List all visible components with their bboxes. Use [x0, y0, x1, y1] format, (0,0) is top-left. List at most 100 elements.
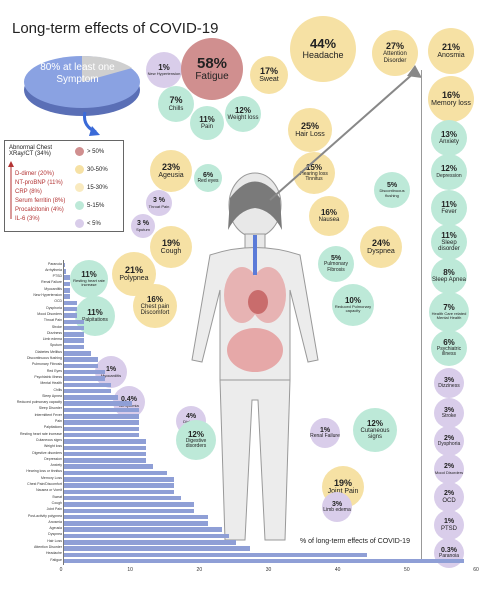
bubble-renal-failure: 1% Renal Failure — [310, 418, 340, 448]
page-title: Long-term effects of COVID-19 — [12, 20, 219, 37]
bubble-sweat: 17% Sweat — [250, 56, 288, 94]
bubble-red-eyes: 6% Red eyes — [194, 164, 222, 192]
bar-category-label: Hair Loss — [47, 538, 62, 543]
bar-category-label: Discontinuous flushing — [26, 356, 62, 360]
bar-category-label: Pain — [54, 419, 62, 423]
pie-chart — [24, 55, 140, 116]
bubble-new-hypertension: 1% New Hypertension — [146, 52, 182, 88]
x-tick-label: 20 — [196, 567, 203, 573]
bar-category-label: Intermittent Fever — [34, 412, 62, 417]
bar-category-label: Arrhythmia — [45, 267, 62, 272]
bubble-digestive-disorders: 12% Digestive disorders — [176, 420, 216, 460]
bubble-ptsd: 1% PTSD — [434, 510, 464, 540]
bubble-nausea: 16% Nausea — [309, 196, 349, 236]
bubble-sputum: 3 % Sputum — [131, 214, 155, 238]
legend-key: 15-30% — [75, 183, 108, 192]
bar-category-label: Dysphoria — [46, 305, 62, 310]
bar-category-label: Fatigue — [50, 557, 62, 562]
bar — [63, 552, 368, 558]
bar-category-label: Palpitations — [43, 425, 62, 430]
bubble-arrhythmia: 0.4% Arrhythmia — [113, 386, 145, 418]
legend-key: 5-15% — [75, 201, 104, 210]
bar-category-label: Chest Pain/Discomfort — [27, 482, 62, 486]
bar-category-label: Hearing loss or tinnitus — [26, 469, 62, 474]
bar — [63, 288, 70, 293]
x-tick-label: 40 — [334, 567, 341, 573]
legend-dot — [75, 165, 84, 174]
bubble-sleep-apnea: 8% Sleep Apnea — [431, 258, 467, 294]
arrow-down-icon — [83, 111, 100, 136]
bubble-psychiatric-illness: 6% Psychiatric illness — [431, 330, 467, 366]
bubble-paranoia: 0.3% Paranoia — [434, 538, 464, 568]
bubble-health-care-mental: 7% Health Care related Mental Health — [429, 292, 469, 332]
bubble-limb-edema: 3% Limb edema — [322, 492, 352, 522]
bubble-attention-disorder: 27% Attention Disorder — [372, 30, 418, 76]
bubble-pain: 11% Pain — [190, 106, 224, 140]
bar — [63, 464, 153, 469]
bar-category-label: Ageusia — [49, 526, 62, 531]
bar — [63, 344, 84, 350]
bubble-chest-pain: 16% Chest pain Discomfort — [133, 284, 177, 328]
pie-slice-none — [82, 55, 132, 82]
bar-category-label: Post-activity polypnea — [27, 513, 62, 518]
x-tick-label: 0 — [59, 567, 63, 573]
bar — [63, 332, 84, 337]
bubble-fever: 11% Fever — [431, 190, 467, 226]
bar-category-label: Nausea or Vomit — [36, 488, 62, 493]
bar-category-label: Digestive disorders — [32, 450, 62, 455]
bar-category-label: Stroke — [51, 324, 62, 329]
bar — [63, 281, 70, 287]
bar-category-label: Weight loss — [43, 444, 62, 449]
legend-lab: IL-6 (3%) — [15, 216, 40, 222]
bar-category-label: Cough — [51, 500, 62, 505]
legend-dot — [75, 219, 84, 228]
bubble-myocarditis: 1% Myocarditis — [95, 356, 127, 388]
bubble-pulmonary-fibrosis: 5% Pulmonary Fibrosis — [318, 246, 354, 282]
bubble-headache: 44% Headache — [290, 16, 356, 82]
legend-lab: Procalcitonin (4%) — [15, 207, 64, 213]
x-axis-label: % of long-term effects of COVID-19 — [300, 538, 410, 545]
legend-dot — [75, 183, 84, 192]
legend-dot — [75, 201, 84, 210]
bar-category-label: Mood Disorders — [37, 311, 62, 316]
connector-arrow — [269, 65, 422, 201]
bar-category-label: Throat Pain — [43, 318, 62, 323]
bar — [63, 558, 465, 564]
x-tick-label: 10 — [127, 567, 133, 573]
bar-category-label: Sleep Disorder — [38, 406, 62, 411]
bar-category-label: Sputum — [49, 343, 62, 348]
bubble-chills: 7% Chills — [158, 86, 194, 122]
bar — [63, 426, 140, 432]
bar — [63, 451, 146, 457]
bubble-dysphoria: 2% Dysphoria — [434, 426, 464, 456]
bar-category-label: Dizziness — [47, 330, 62, 335]
bubble-throat-pain: 3 % Throat Pain — [146, 190, 172, 216]
bubble-depression: 12% Depression — [431, 154, 467, 190]
x-tick-label: 60 — [473, 567, 479, 573]
bubble-anxiety: 13% Anxiety — [431, 120, 467, 156]
bubble-anosmia: 21% Anosmia — [428, 28, 474, 74]
legend-header: Abnormal Chest XRay/CT (34%) — [9, 145, 53, 157]
bar-category-label: Reduced pulmonary capacity — [16, 400, 62, 405]
bar — [63, 357, 98, 362]
legend-key: > 50% — [75, 147, 104, 156]
bubble-cough: 19% Cough — [150, 226, 192, 268]
human-body-figure — [191, 172, 319, 541]
bubble-sleep-disorder: 11% Sleep disorder — [431, 224, 467, 260]
bubble-dyspnea: 24% Dyspnea — [360, 226, 402, 268]
bar-category-label: New Hypertension — [33, 293, 62, 297]
bubble-mood-disorders: 2% Mood Disorders — [434, 454, 464, 484]
bar-category-label: Memory Loss — [40, 475, 62, 480]
bar-category-label: Dyspnea — [48, 532, 62, 537]
bubble-palpitations: 11% Palpitations — [75, 296, 115, 336]
legend-lab: NT-proBNP (11%) — [15, 180, 63, 186]
bubble-dizziness: 3% Dizziness — [434, 368, 464, 398]
bar — [63, 458, 146, 463]
bubble-fatigue: 58% Fatigue — [181, 38, 243, 100]
bar — [63, 395, 119, 400]
legend-lab: D-dimer (20%) — [15, 171, 55, 177]
x-tick-label: 30 — [265, 567, 272, 573]
x-axis-baseline — [63, 260, 64, 565]
vertical-divider — [421, 70, 422, 560]
bar-category-label: Paranoia — [47, 261, 62, 266]
